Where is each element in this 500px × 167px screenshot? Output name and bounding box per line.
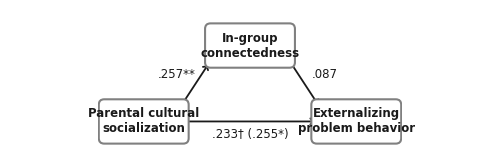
FancyBboxPatch shape (312, 99, 401, 144)
Text: Externalizing
problem behavior: Externalizing problem behavior (298, 107, 415, 135)
FancyBboxPatch shape (99, 99, 188, 144)
Text: .087: .087 (312, 68, 338, 81)
Text: In-group
connectedness: In-group connectedness (200, 32, 300, 60)
Text: .257**: .257** (158, 68, 196, 81)
Text: Parental cultural
socialization: Parental cultural socialization (88, 107, 200, 135)
Text: .233† (.255*): .233† (.255*) (212, 128, 288, 141)
FancyBboxPatch shape (205, 23, 295, 68)
